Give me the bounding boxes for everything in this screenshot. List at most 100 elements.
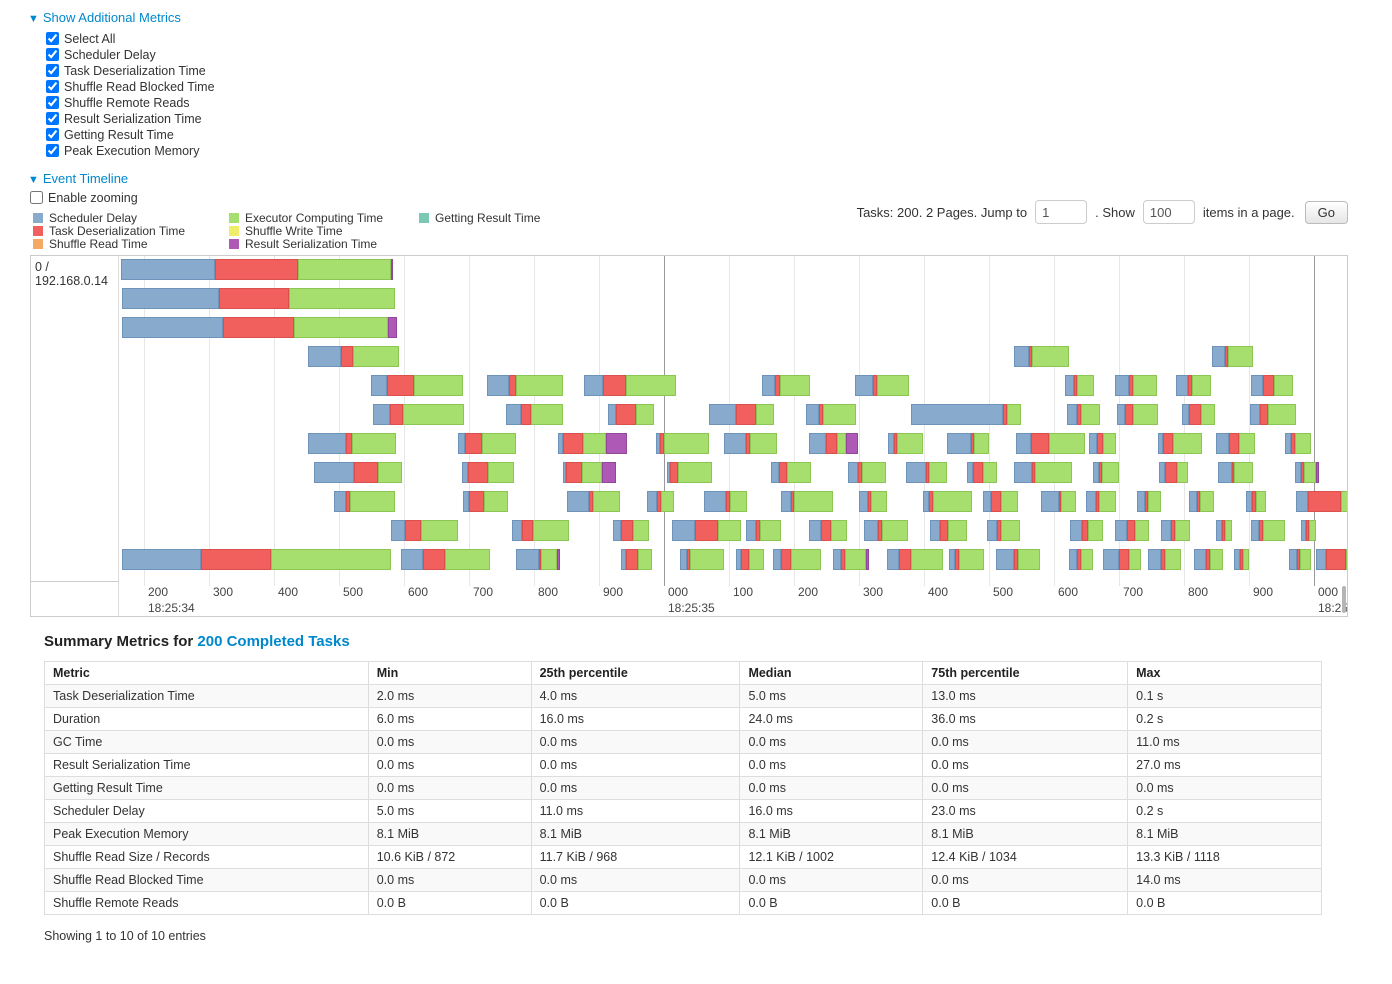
- task-bar[interactable]: [906, 462, 947, 483]
- task-bar[interactable]: [314, 462, 402, 483]
- task-bar[interactable]: [608, 404, 654, 425]
- task-bar[interactable]: [864, 520, 908, 541]
- task-bar[interactable]: [1137, 491, 1161, 512]
- metric-checkbox[interactable]: [46, 96, 59, 109]
- task-bar[interactable]: [558, 433, 627, 454]
- task-bar[interactable]: [736, 549, 764, 570]
- task-bar[interactable]: [371, 375, 463, 396]
- task-bar[interactable]: [1148, 549, 1181, 570]
- task-bar[interactable]: [1301, 520, 1316, 541]
- task-bar[interactable]: [1159, 462, 1188, 483]
- task-bar[interactable]: [1158, 433, 1202, 454]
- task-bar[interactable]: [1182, 404, 1215, 425]
- task-bar[interactable]: [1016, 433, 1085, 454]
- task-bar[interactable]: [680, 549, 724, 570]
- task-bar[interactable]: [1194, 549, 1223, 570]
- task-bar[interactable]: [806, 404, 856, 425]
- task-bar[interactable]: [122, 317, 397, 338]
- task-bar[interactable]: [1216, 520, 1232, 541]
- task-bar[interactable]: [949, 549, 984, 570]
- task-bar[interactable]: [781, 491, 833, 512]
- task-bar[interactable]: [1316, 549, 1347, 570]
- show-additional-metrics-toggle[interactable]: ▼ Show Additional Metrics: [28, 10, 216, 25]
- task-bar[interactable]: [1251, 375, 1293, 396]
- task-bar[interactable]: [334, 491, 395, 512]
- task-bar[interactable]: [1117, 404, 1158, 425]
- task-bar[interactable]: [308, 346, 399, 367]
- completed-tasks-link[interactable]: 200 Completed Tasks: [197, 633, 350, 650]
- task-bar[interactable]: [584, 375, 676, 396]
- task-bar[interactable]: [724, 433, 777, 454]
- task-bar[interactable]: [771, 462, 811, 483]
- task-bar[interactable]: [1234, 549, 1249, 570]
- task-bar[interactable]: [704, 491, 747, 512]
- task-bar[interactable]: [391, 520, 458, 541]
- task-bar[interactable]: [855, 375, 909, 396]
- task-bar[interactable]: [762, 375, 810, 396]
- task-bar[interactable]: [1103, 549, 1141, 570]
- task-bar[interactable]: [1189, 491, 1214, 512]
- go-button[interactable]: Go: [1304, 200, 1348, 224]
- task-bar[interactable]: [1115, 375, 1157, 396]
- task-bar[interactable]: [122, 288, 395, 309]
- metric-checkbox[interactable]: [46, 32, 59, 45]
- metric-checkbox[interactable]: [46, 144, 59, 157]
- task-bar[interactable]: [923, 491, 972, 512]
- metric-checkbox[interactable]: [46, 48, 59, 61]
- task-bar[interactable]: [1289, 549, 1311, 570]
- task-bar[interactable]: [809, 433, 858, 454]
- task-bar[interactable]: [667, 462, 712, 483]
- task-bar[interactable]: [773, 549, 821, 570]
- task-bar[interactable]: [1069, 549, 1093, 570]
- task-bar[interactable]: [1212, 346, 1253, 367]
- task-bar[interactable]: [1065, 375, 1094, 396]
- task-bar[interactable]: [613, 520, 649, 541]
- task-bar[interactable]: [848, 462, 886, 483]
- task-bar[interactable]: [833, 549, 869, 570]
- task-bar[interactable]: [463, 491, 508, 512]
- task-bar[interactable]: [888, 433, 923, 454]
- metric-checkbox[interactable]: [46, 128, 59, 141]
- event-timeline-toggle[interactable]: ▼ Event Timeline: [28, 171, 138, 186]
- task-bar[interactable]: [1014, 462, 1072, 483]
- task-bar[interactable]: [563, 462, 616, 483]
- task-bar[interactable]: [911, 404, 1021, 425]
- task-bar[interactable]: [516, 549, 560, 570]
- task-bar[interactable]: [122, 549, 391, 570]
- task-bar[interactable]: [1176, 375, 1211, 396]
- task-bar[interactable]: [1216, 433, 1255, 454]
- jump-to-page-input[interactable]: [1035, 200, 1088, 224]
- task-bar[interactable]: [859, 491, 887, 512]
- task-bar[interactable]: [458, 433, 516, 454]
- task-bar[interactable]: [512, 520, 569, 541]
- task-bar[interactable]: [567, 491, 620, 512]
- task-bar[interactable]: [930, 520, 967, 541]
- task-bar[interactable]: [1285, 433, 1311, 454]
- task-bar[interactable]: [1161, 520, 1190, 541]
- task-bar[interactable]: [462, 462, 514, 483]
- metric-checkbox[interactable]: [46, 112, 59, 125]
- task-bar[interactable]: [308, 433, 396, 454]
- task-bar[interactable]: [1093, 462, 1119, 483]
- task-bar[interactable]: [967, 462, 997, 483]
- task-bar[interactable]: [1218, 462, 1253, 483]
- task-bar[interactable]: [656, 433, 709, 454]
- task-bar[interactable]: [647, 491, 674, 512]
- task-bar[interactable]: [709, 404, 774, 425]
- metric-checkbox[interactable]: [46, 80, 59, 93]
- task-bar[interactable]: [621, 549, 652, 570]
- task-bar[interactable]: [1089, 433, 1116, 454]
- task-bar[interactable]: [1250, 404, 1296, 425]
- task-bar[interactable]: [401, 549, 490, 570]
- task-bar[interactable]: [996, 549, 1040, 570]
- task-bar[interactable]: [987, 520, 1020, 541]
- task-bar[interactable]: [1014, 346, 1069, 367]
- task-bar[interactable]: [373, 404, 464, 425]
- task-bar[interactable]: [1115, 520, 1149, 541]
- task-bar[interactable]: [672, 520, 741, 541]
- task-bar[interactable]: [947, 433, 989, 454]
- task-bar[interactable]: [1251, 520, 1285, 541]
- task-bar[interactable]: [506, 404, 563, 425]
- task-bar[interactable]: [1246, 491, 1266, 512]
- task-bar[interactable]: [1086, 491, 1116, 512]
